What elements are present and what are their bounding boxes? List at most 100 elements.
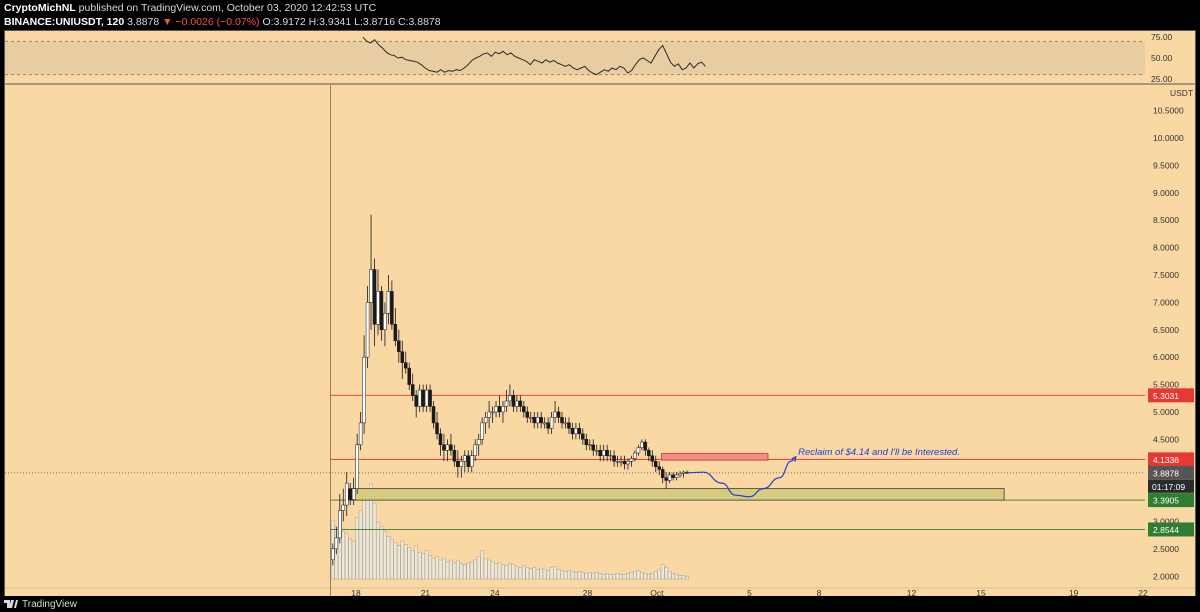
volume-bar: [431, 557, 436, 580]
volume-bar: [626, 573, 630, 580]
reclaim-level-badge: [1148, 452, 1194, 467]
rsi-pane[interactable]: 75.00 50.00 25.00: [5, 32, 1173, 84]
chart-frame[interactable]: 75.00 50.00 25.00 Reclaim of $4.14 and I'l…: [4, 30, 1196, 598]
volume-bar: [386, 536, 391, 580]
price-pane[interactable]: Reclaim of $4.14 and I'll be Interested.: [5, 85, 1145, 597]
candle-body: [522, 406, 526, 413]
volume-bar: [424, 550, 429, 580]
annotation-text[interactable]: Reclaim of $4.14 and I'll be Interested.: [798, 447, 960, 458]
lower-support-level-badge: [1148, 522, 1194, 537]
volume-bar: [633, 571, 637, 580]
open-value: 3.9172: [273, 16, 306, 28]
candle-body: [643, 441, 648, 451]
candle-body: [438, 433, 443, 446]
time-tick-label: 8: [817, 588, 822, 597]
volume-bar: [556, 569, 561, 580]
price-axis[interactable]: USDT 10.5000 10.0000 9.5000 9.0000 8.5000 8.0…: [1148, 88, 1194, 581]
volume-bar: [587, 572, 592, 580]
candle-body: [647, 450, 651, 456]
volume-bar: [612, 574, 616, 580]
rsi-axis: 75.00 50.00 25.00: [1151, 32, 1173, 84]
open-label: O:: [262, 16, 274, 28]
ohlc-line: BINANCE:UNIUSDT, 120 3.8878 ▼ −0.0026 (−…: [4, 16, 441, 28]
support-level-label: 3.3905: [1153, 496, 1179, 506]
footer: TradingView: [0, 596, 1200, 612]
volume-bar: [487, 559, 491, 580]
candle-body: [400, 351, 405, 363]
time-axis[interactable]: 18 21 24 28 Oct 5 8 12 15 19 22: [5, 587, 1195, 597]
volume-bar: [664, 567, 668, 580]
volume-bar: [501, 564, 505, 580]
time-tick-label: 22: [1138, 588, 1148, 597]
volume-bar: [400, 540, 405, 580]
candle-body: [529, 417, 533, 419]
candle-body: [515, 400, 519, 407]
candle-body: [456, 460, 460, 467]
candle-body: [640, 441, 644, 448]
candle-body: [598, 450, 602, 456]
candle-body: [601, 450, 606, 456]
volume-bar: [365, 488, 370, 580]
time-tick-label: 24: [490, 588, 500, 597]
volume-bar: [525, 567, 530, 580]
candle-body: [442, 444, 446, 451]
volume-bar: [445, 561, 450, 580]
volume-bar: [542, 569, 547, 580]
high-value: 3.9341: [319, 16, 352, 28]
volume-bar: [490, 561, 495, 580]
volume-bar: [591, 573, 596, 580]
volume-bar: [650, 573, 655, 580]
volume-bar: [622, 574, 627, 580]
candle-body: [511, 395, 516, 407]
volume-bar: [518, 567, 523, 580]
candle-body: [369, 269, 373, 303]
price-tick-label: 3.0000: [1153, 516, 1179, 526]
candle-body: [594, 450, 599, 452]
candle-body: [445, 444, 450, 451]
candle-body: [351, 488, 356, 500]
reclaim-level-label: 4.1336: [1153, 455, 1179, 465]
candle-body: [372, 269, 377, 325]
volume-bar: [497, 562, 502, 580]
candle-body: [535, 417, 540, 424]
price-tick-label: 6.0000: [1153, 352, 1179, 362]
volume-bar: [546, 570, 550, 580]
candle-body: [508, 395, 512, 402]
tradingview-brand[interactable]: TradingView: [22, 599, 78, 610]
candle-body: [664, 477, 668, 481]
candle-body: [678, 473, 682, 476]
volume-bar: [417, 552, 422, 580]
candle-body: [577, 428, 582, 435]
price-tick-label: 2.5000: [1153, 544, 1179, 554]
price-tick-label: 5.0000: [1153, 407, 1179, 417]
chart-canvas[interactable]: 75.00 50.00 25.00 Reclaim of $4.14 and I'l…: [5, 31, 1195, 597]
price-tick-label: 9.5000: [1153, 160, 1179, 170]
candle-body: [504, 400, 509, 407]
volume-bar: [355, 517, 359, 580]
candle-body: [331, 548, 335, 561]
horizontal-levels[interactable]: [5, 394, 1145, 530]
time-tick-label: 18: [351, 588, 361, 597]
volume-bar: [601, 574, 606, 580]
down-arrow-icon: ▼: [162, 16, 173, 28]
volume-bar: [494, 563, 498, 580]
candle-body: [362, 356, 366, 424]
price-tick-label: 8.0000: [1153, 243, 1179, 253]
volume-bar: [462, 564, 467, 580]
projection-path[interactable]: [686, 456, 796, 498]
candle-body: [390, 291, 394, 325]
volume-bar: [560, 570, 564, 580]
time-tick-label: Oct: [650, 588, 664, 597]
candle-body: [629, 458, 634, 462]
candle-body: [636, 447, 641, 454]
volume-bar: [348, 538, 353, 580]
volume-bar: [619, 574, 623, 580]
candle-body: [584, 439, 589, 446]
candle-body: [386, 291, 391, 314]
author-name[interactable]: CryptoMichNL: [4, 2, 76, 14]
resistance-level-label: 5.3031: [1153, 391, 1179, 401]
volume-bar: [594, 572, 599, 580]
volume-bar: [508, 563, 512, 580]
lower-support-level-label: 2.8544: [1153, 525, 1179, 535]
rsi-tick-label: 50.00: [1151, 53, 1173, 63]
